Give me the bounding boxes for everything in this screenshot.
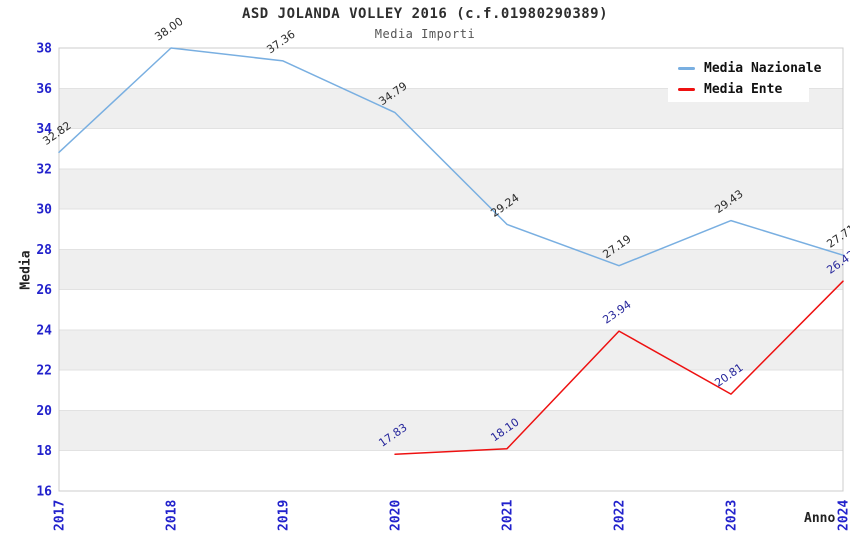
grid-band bbox=[59, 289, 843, 330]
legend-line-marker-blue bbox=[678, 67, 695, 70]
legend-label: Media Ente bbox=[704, 82, 783, 97]
data-label: 38.00 bbox=[152, 15, 185, 44]
grid-band bbox=[59, 410, 843, 451]
chart-subtitle: Media Importi bbox=[374, 27, 476, 41]
legend-item-media-ente: Media Ente bbox=[678, 82, 809, 97]
y-tick-label: 38 bbox=[36, 42, 52, 57]
x-tick-label: 2017 bbox=[53, 500, 68, 531]
x-tick-label: 2024 bbox=[837, 500, 850, 531]
legend: Media Nazionale Media Ente bbox=[668, 56, 821, 102]
y-tick-label: 32 bbox=[36, 162, 52, 177]
grid-band bbox=[59, 209, 843, 250]
legend-line-marker-red bbox=[678, 88, 695, 91]
series-line-media-nazionale bbox=[58, 47, 844, 267]
legend-label: Media Nazionale bbox=[704, 61, 822, 76]
x-axis-title: Anno bbox=[804, 511, 836, 526]
x-tick-label: 2020 bbox=[389, 500, 404, 531]
y-tick-label: 36 bbox=[36, 82, 52, 97]
y-tick-label: 30 bbox=[36, 203, 52, 218]
x-tick-label: 2021 bbox=[501, 500, 516, 531]
series-line-media-ente bbox=[394, 280, 844, 455]
x-tick-label: 2023 bbox=[725, 500, 740, 531]
grid-band bbox=[59, 168, 843, 210]
y-tick-label: 24 bbox=[36, 323, 52, 338]
y-tick-label: 16 bbox=[36, 485, 52, 500]
x-tick-label: 2019 bbox=[277, 500, 292, 531]
grid-band bbox=[59, 450, 843, 491]
grid-band bbox=[59, 128, 843, 169]
grid-band bbox=[59, 329, 843, 371]
x-tick-label: 2018 bbox=[165, 500, 180, 531]
chart-title: ASD JOLANDA VOLLEY 2016 (c.f.01980290389… bbox=[241, 6, 609, 22]
x-tick-label: 2022 bbox=[613, 500, 628, 531]
y-tick-label: 34 bbox=[36, 122, 52, 137]
y-tick-label: 26 bbox=[36, 283, 52, 298]
grid-band bbox=[59, 370, 843, 411]
grid-band bbox=[59, 249, 843, 290]
y-tick-label: 28 bbox=[36, 243, 52, 258]
plot-border bbox=[58, 47, 844, 492]
y-axis-title: Media bbox=[18, 250, 34, 290]
legend-item-media-nazionale: Media Nazionale bbox=[678, 61, 821, 76]
y-tick-label: 20 bbox=[36, 404, 52, 419]
y-tick-label: 18 bbox=[36, 444, 52, 459]
y-tick-label: 22 bbox=[36, 364, 52, 379]
